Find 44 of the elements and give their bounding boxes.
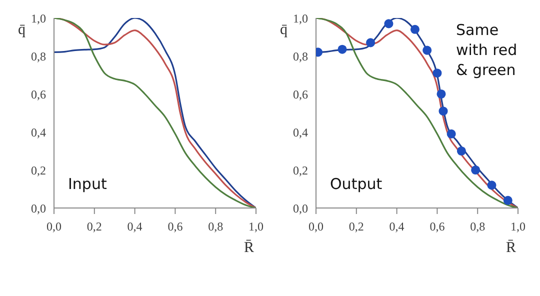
y-tick-label: 0,0 <box>293 201 308 216</box>
x-tick-label: 0,0 <box>308 220 324 234</box>
y-tick-label: 0,4 <box>293 125 308 140</box>
x-tick-label: 0,2 <box>86 220 102 234</box>
y-tick-label: 0,2 <box>31 163 46 178</box>
y-tick-label: 0,2 <box>293 163 308 178</box>
point <box>438 106 448 116</box>
point <box>410 24 420 34</box>
y-axis-title: q̄ <box>280 22 288 39</box>
y-tick-label: 0,8 <box>31 49 46 64</box>
point <box>366 38 376 48</box>
x-tick-label: 0,4 <box>389 220 404 234</box>
annotation: Same with red & green <box>456 20 518 80</box>
point <box>384 19 394 28</box>
y-tick-label: 1,0 <box>293 11 308 26</box>
x-tick-label: 0,2 <box>348 220 364 234</box>
x-axis-title: R̄ <box>244 240 254 257</box>
annotation: Output <box>330 174 384 194</box>
point <box>338 44 347 54</box>
y-tick-label: 0,0 <box>31 201 46 216</box>
y-tick-label: 1,0 <box>31 11 46 26</box>
point <box>487 180 496 190</box>
point <box>471 165 480 175</box>
point <box>503 196 512 205</box>
x-tick-label: 0,8 <box>208 220 224 234</box>
annotation: Input <box>68 174 108 194</box>
y-tick-label: 0,4 <box>31 125 46 140</box>
point <box>436 89 446 99</box>
point <box>422 46 432 55</box>
y-axis-title: q̄ <box>18 22 26 39</box>
y-tick-label: 0,8 <box>293 49 308 64</box>
x-tick-label: 0,8 <box>470 220 486 234</box>
y-tick-label: 0,6 <box>293 87 308 102</box>
x-tick-label: 1,0 <box>248 220 264 234</box>
x-tick-label: 0,0 <box>46 220 62 234</box>
x-tick-label: 1,0 <box>510 220 526 234</box>
x-axis-title: R̄ <box>506 240 516 257</box>
point <box>456 146 466 156</box>
x-tick-label: 0,4 <box>127 220 142 234</box>
x-tick-label: 0,6 <box>430 220 445 234</box>
point <box>446 129 456 138</box>
y-tick-label: 0,6 <box>31 87 46 102</box>
x-tick-label: 0,6 <box>168 220 183 234</box>
point <box>432 68 442 78</box>
